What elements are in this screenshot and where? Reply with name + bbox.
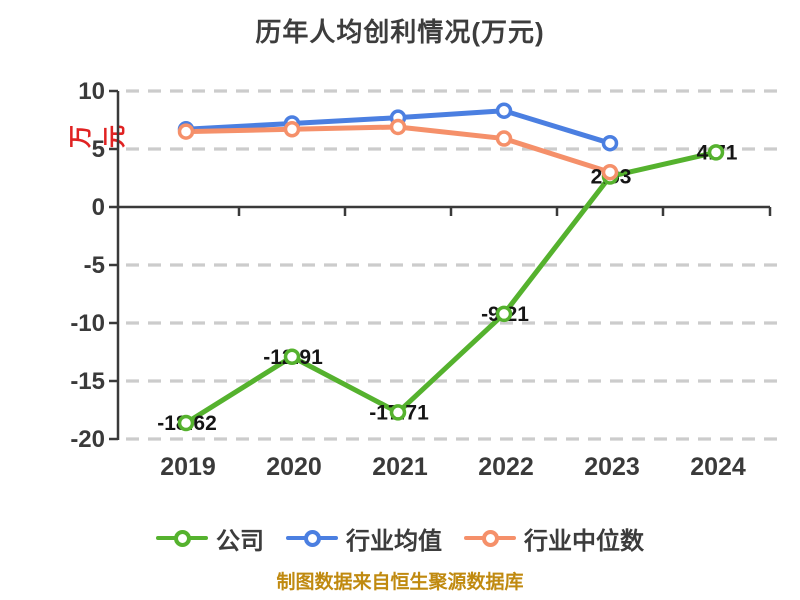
industry-average-line-dot-icon [286,529,338,547]
data-point [601,134,619,152]
legend-item-industry-average: 行业均值 [286,521,442,556]
company-line-dot-icon [156,529,208,547]
series-line [183,149,719,426]
x-tick-label: 2019 [160,453,216,481]
chart-title: 历年人均创利情况(万元) [255,17,545,47]
legend: 公司 行业均值 行业中位数 [0,520,800,556]
x-tick-label: 2022 [478,453,534,481]
x-tick-label: 2024 [690,453,746,481]
data-point [283,348,301,366]
legend-item-company: 公司 [156,521,264,556]
source-note: 制图数据来自恒生聚源数据库 [276,572,524,593]
y-tick-label: -5 [84,252,105,279]
data-point [707,144,725,161]
y-tick-label: 10 [78,78,105,105]
data-point [601,163,619,181]
x-tick-label: 2020 [266,453,322,481]
legend-label-industry-average: 行业均值 [346,527,442,555]
legend-item-industry-median: 行业中位数 [464,521,644,556]
y-tick-label: -20 [70,426,105,453]
data-point [177,123,195,140]
y-tick-label: 0 [92,194,105,221]
data-point [283,121,301,138]
data-point [389,404,407,421]
data-point [495,102,513,119]
y-tick-label: -15 [70,368,105,395]
industry-median-line-dot-icon [464,529,516,547]
x-tick-label: 2021 [372,453,428,481]
y-tick-label: -10 [70,310,105,337]
data-point [177,414,195,432]
x-tick-label: 2023 [584,453,640,481]
data-point [389,118,407,136]
legend-label-industry-median: 行业中位数 [524,527,644,555]
legend-label-company: 公司 [216,527,264,555]
y-tick-label: 5 [92,136,105,163]
data-point [495,305,513,323]
data-point [495,130,513,147]
